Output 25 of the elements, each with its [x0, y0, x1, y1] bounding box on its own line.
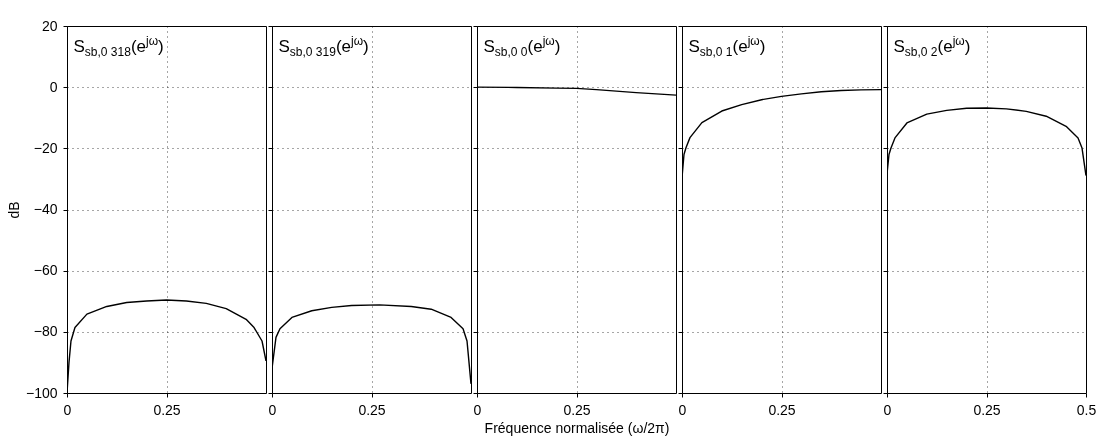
annotation: S$_{sb,0 319}$(e$^{jω}$) [278, 33, 369, 59]
x-tick-label: 0 [678, 401, 687, 418]
x-tick-label: 0.25 [358, 401, 386, 418]
annotation: S$_{sb,0 318}$(e$^{jω}$) [73, 33, 164, 59]
x-tick-label: 0.25 [153, 401, 181, 418]
x-tick-label: 0 [473, 401, 482, 418]
annotation: S$_{sb,0 1}$(e$^{jω}$) [688, 33, 766, 59]
y-axis-title: dB [5, 201, 22, 219]
x-axis-title: Fréquence normalisée (ω/2π) [484, 419, 670, 436]
annotation: S$_{sb,0 2}$(e$^{jω}$) [893, 33, 971, 59]
x-tick-label: 0.5 [1076, 401, 1097, 418]
y-tick-label: 0 [49, 78, 58, 95]
annotation: S$_{sb,0 0}$(e$^{jω}$) [483, 33, 561, 59]
y-tick-label: −20 [33, 139, 58, 156]
y-tick-label: −60 [33, 262, 58, 279]
x-tick-label: 0.25 [768, 401, 796, 418]
x-tick-label: 0 [268, 401, 277, 418]
y-tick-label: 20 [41, 17, 58, 34]
x-tick-label: 0 [883, 401, 892, 418]
x-tick-label: 0.25 [563, 401, 591, 418]
x-tick-label: 0.25 [973, 401, 1001, 418]
y-tick-label: −80 [33, 323, 58, 340]
x-tick-label: 0 [63, 401, 72, 418]
y-tick-label: −100 [25, 384, 58, 401]
y-tick-label: −40 [33, 201, 58, 217]
